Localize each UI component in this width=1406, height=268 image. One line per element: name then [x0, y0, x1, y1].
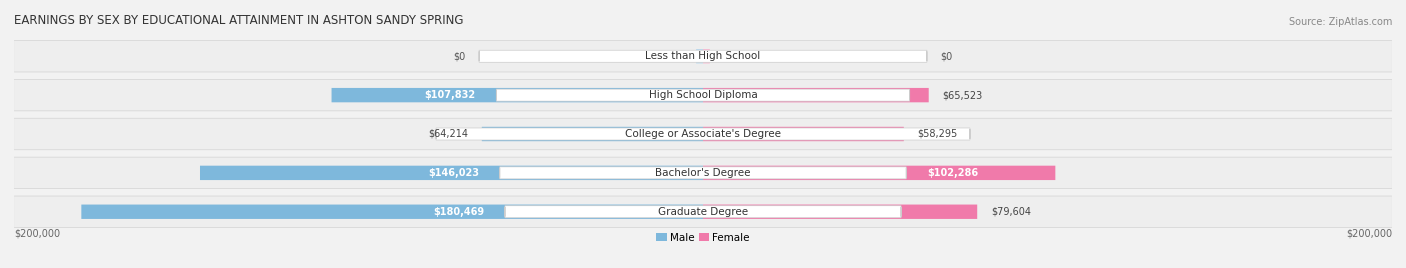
Text: $79,604: $79,604 — [991, 207, 1031, 217]
Text: $0: $0 — [453, 51, 465, 61]
FancyBboxPatch shape — [703, 88, 929, 102]
Text: College or Associate's Degree: College or Associate's Degree — [626, 129, 780, 139]
FancyBboxPatch shape — [496, 89, 910, 101]
Text: $200,000: $200,000 — [1346, 229, 1392, 239]
Text: $146,023: $146,023 — [427, 168, 479, 178]
FancyBboxPatch shape — [14, 158, 1392, 188]
FancyBboxPatch shape — [14, 118, 1392, 150]
Text: $102,286: $102,286 — [927, 168, 979, 178]
Text: Less than High School: Less than High School — [645, 51, 761, 61]
FancyBboxPatch shape — [200, 166, 703, 180]
FancyBboxPatch shape — [505, 206, 901, 218]
FancyBboxPatch shape — [14, 196, 1392, 228]
Legend: Male, Female: Male, Female — [652, 229, 754, 247]
FancyBboxPatch shape — [479, 50, 927, 62]
Text: Bachelor's Degree: Bachelor's Degree — [655, 168, 751, 178]
Text: $107,832: $107,832 — [425, 90, 475, 100]
Text: $200,000: $200,000 — [14, 229, 60, 239]
Text: Source: ZipAtlas.com: Source: ZipAtlas.com — [1288, 17, 1392, 27]
FancyBboxPatch shape — [14, 119, 1392, 149]
Text: Graduate Degree: Graduate Degree — [658, 207, 748, 217]
Text: $0: $0 — [941, 51, 953, 61]
Text: $180,469: $180,469 — [433, 207, 484, 217]
Text: $64,214: $64,214 — [427, 129, 468, 139]
FancyBboxPatch shape — [696, 49, 703, 64]
Text: High School Diploma: High School Diploma — [648, 90, 758, 100]
FancyBboxPatch shape — [14, 41, 1392, 72]
FancyBboxPatch shape — [703, 204, 977, 219]
FancyBboxPatch shape — [14, 40, 1392, 72]
Text: $65,523: $65,523 — [942, 90, 983, 100]
Text: EARNINGS BY SEX BY EDUCATIONAL ATTAINMENT IN ASHTON SANDY SPRING: EARNINGS BY SEX BY EDUCATIONAL ATTAINMEN… — [14, 14, 464, 27]
FancyBboxPatch shape — [703, 49, 710, 64]
FancyBboxPatch shape — [14, 157, 1392, 189]
FancyBboxPatch shape — [14, 79, 1392, 111]
FancyBboxPatch shape — [703, 127, 904, 141]
FancyBboxPatch shape — [82, 204, 703, 219]
Text: $58,295: $58,295 — [918, 129, 957, 139]
FancyBboxPatch shape — [482, 127, 703, 141]
FancyBboxPatch shape — [14, 80, 1392, 110]
FancyBboxPatch shape — [332, 88, 703, 102]
FancyBboxPatch shape — [436, 128, 970, 140]
FancyBboxPatch shape — [14, 196, 1392, 227]
FancyBboxPatch shape — [703, 166, 1056, 180]
FancyBboxPatch shape — [499, 167, 907, 179]
